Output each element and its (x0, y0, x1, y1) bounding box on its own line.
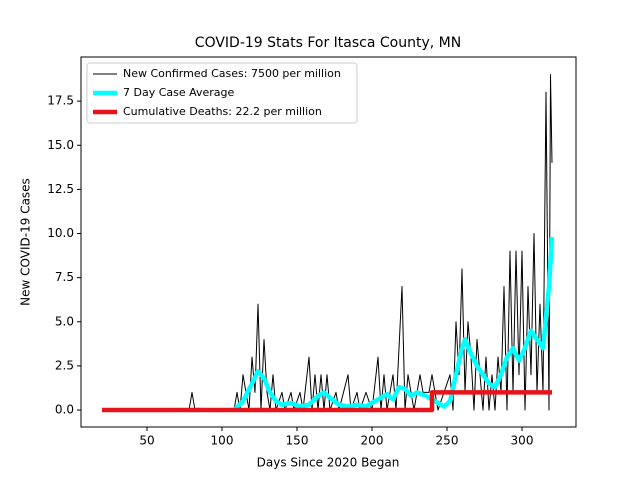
x-axis-label: Days Since 2020 Began (257, 456, 400, 470)
y-tick-label: 12.5 (47, 182, 74, 196)
y-tick-label: 0.0 (55, 403, 74, 417)
legend-label: New Confirmed Cases: 7500 per million (123, 67, 341, 80)
series-line (189, 236, 555, 413)
x-tick-label: 250 (436, 434, 459, 448)
y-tick-label: 2.5 (55, 358, 74, 372)
x-tick-label: 100 (211, 434, 234, 448)
series-line (102, 74, 553, 411)
y-tick-label: 5.0 (55, 314, 74, 328)
plot-frame (80, 56, 577, 428)
legend-label: Cumulative Deaths: 22.2 per million (123, 105, 322, 118)
chart-title: COVID-19 Stats For Itasca County, MN (195, 35, 461, 51)
y-axis-label: New COVID-19 Cases (19, 178, 33, 306)
x-tick-label: 200 (361, 434, 384, 448)
y-tick-label: 10.0 (47, 226, 74, 240)
y-tick-label: 15.0 (47, 138, 74, 152)
x-tick-label: 150 (286, 434, 309, 448)
y-tick-label: 17.5 (47, 94, 74, 108)
series-line (102, 390, 552, 413)
legend-label: 7 Day Case Average (123, 86, 235, 99)
x-tick-label: 50 (139, 434, 154, 448)
x-tick-label: 300 (511, 434, 534, 448)
legend-box (86, 62, 358, 124)
y-tick-label: 7.5 (55, 270, 74, 284)
